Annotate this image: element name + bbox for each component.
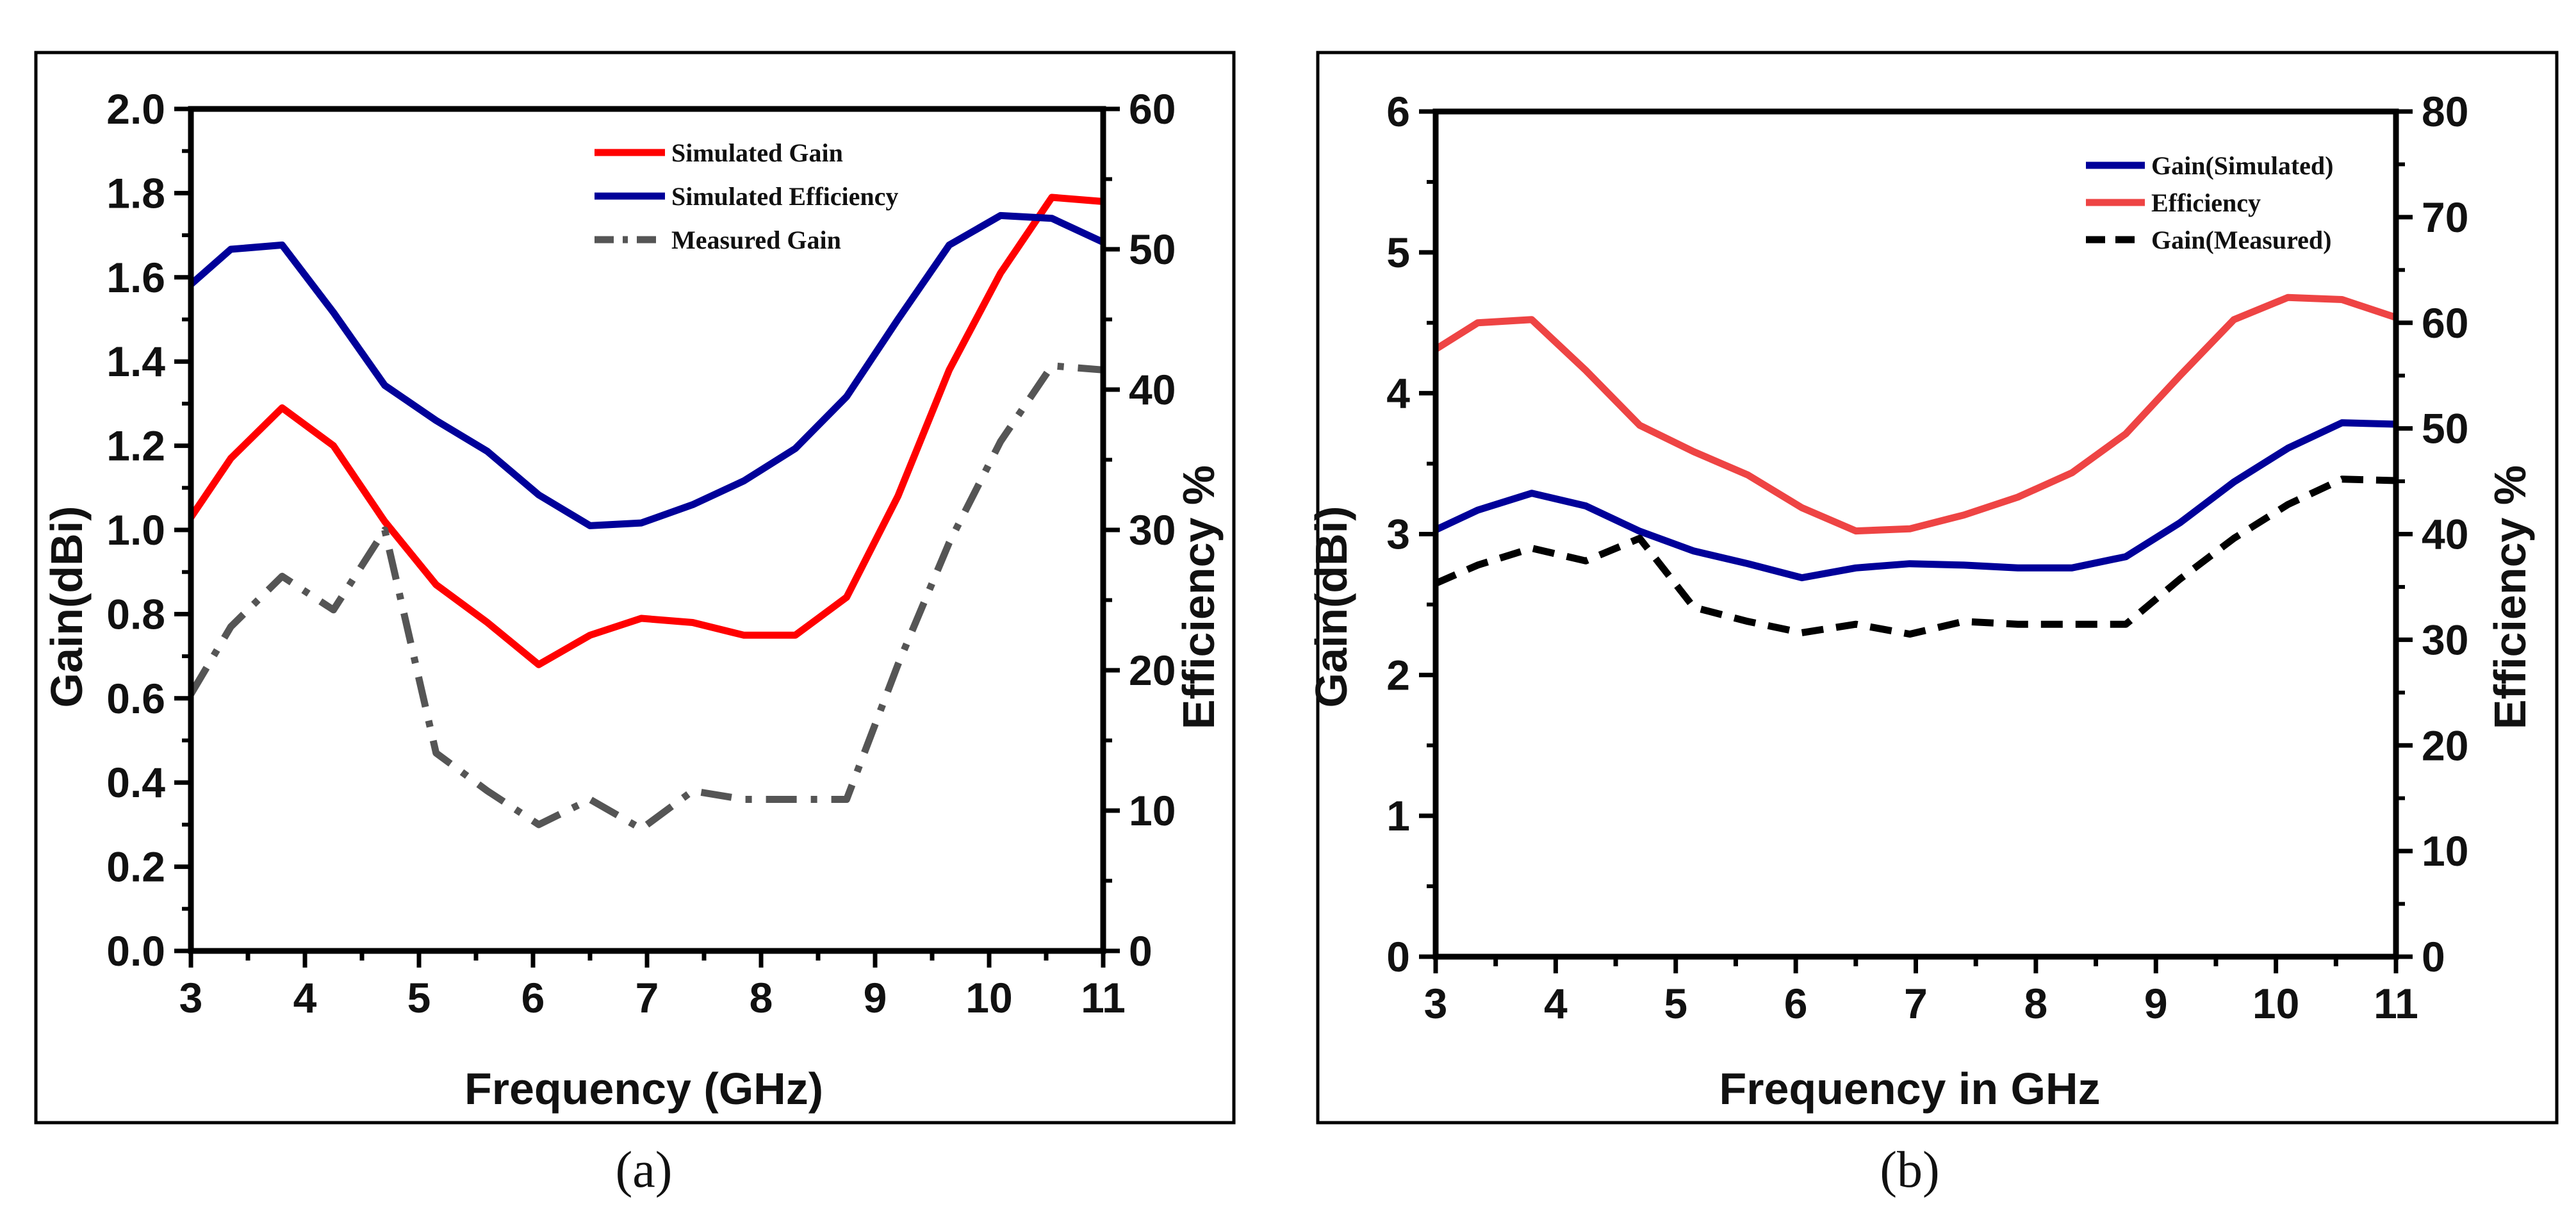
panel-b-y-tick-label: 1: [1386, 792, 1410, 839]
panel-b-y-tick-label: 3: [1386, 511, 1410, 558]
panel-a-y2-tick-label: 0: [1129, 927, 1153, 975]
panel-b-x-tick-label: 11: [2374, 980, 2418, 1027]
panel-b-y-tick-label: 5: [1386, 229, 1410, 276]
panel-a-y2label: Efficiency %: [1174, 465, 1224, 729]
panel-a-legend: Simulated Gain Simulated Efficiency Measur…: [595, 138, 898, 254]
panel-a-x-tick-label: 8: [750, 974, 773, 1021]
panel-b: 3 4 5 6 7 8 9 10 11012345601020304050607080Gain(…: [1306, 51, 2559, 1198]
panel-a-y2-tick-label: 60: [1129, 85, 1176, 133]
panel-b-y2label: Efficiency %: [2485, 465, 2535, 729]
panel-a-xlabel: Frequency (GHz): [464, 1064, 823, 1114]
panel-a-y-tick-label: 1.2: [106, 422, 165, 470]
panel-a-y-tick-label: 1.4: [106, 338, 165, 385]
panel-a-y-tick-label: 1.8: [106, 169, 165, 217]
panel-b-xlabel: Frequency in GHz: [1719, 1064, 2100, 1114]
panel-b-x-tick-label: 9: [2144, 980, 2168, 1027]
panel-b-x-tick-label: 3: [1424, 980, 1448, 1027]
panel-b-x-tick-label: 8: [2024, 980, 2048, 1027]
panel-b-series-efficiency: [1434, 293, 2397, 535]
panel-a-caption: (a): [616, 1142, 673, 1198]
panel-a-legend-label: Simulated Gain: [671, 138, 843, 167]
panel-a-x-tick-label: 3: [179, 974, 203, 1021]
panel-b-y2-tick-label: 70: [2422, 194, 2468, 241]
panel-a-series-measured-gain: [188, 362, 1104, 832]
panel-a-x-tick-label: 9: [864, 974, 887, 1021]
panel-b-x-tick-label: 10: [2252, 980, 2299, 1027]
panel-b-x-tick-label: 5: [1664, 980, 1687, 1027]
panel-a-y-tick-label: 0.4: [106, 759, 165, 806]
panel-a-y2-tick-label: 30: [1129, 506, 1176, 554]
panel-a-y-tick-label: 1.6: [106, 254, 165, 301]
panel-a-legend-label: Measured Gain: [671, 226, 841, 254]
panel-b-legend-label: Efficiency: [2151, 188, 2261, 217]
panel-a-y-tick-label: 0.6: [106, 675, 165, 722]
plot-a-area: 3 4 5 6 7 8 9 10 11 0.0 0.2 0.4 0.6 0.8 1.0 1.2 1.4 1.6 1.…: [106, 85, 1176, 1021]
panel-a-y2-tick-label: 20: [1129, 647, 1176, 694]
panel-a-y-tick-label: 2.0: [106, 85, 165, 133]
panel-b-y2-tick-label: 60: [2422, 299, 2468, 347]
panel-b-x-tick-label: 4: [1544, 980, 1568, 1027]
panel-b-y2-tick-label: 20: [2422, 722, 2468, 769]
panel-b-frame: [1316, 51, 2559, 1125]
panel-b-x-tick-label: 6: [1784, 980, 1808, 1027]
panel-b-y2-tick-label: 50: [2422, 405, 2468, 452]
panel-b-caption: (b): [1880, 1142, 1939, 1198]
panel-b-y2-tick-label: 80: [2422, 88, 2468, 135]
panel-a-x-tick-label: 7: [636, 974, 659, 1021]
plot-b-area: 3 4 5 6 7 8 9 10 11012345601020304050607080Gain(…: [1386, 88, 2468, 1027]
panel-b-y-tick-label: 2: [1386, 651, 1410, 698]
panel-a-x-tick-label: 10: [965, 974, 1012, 1021]
panel-b-legend-label: Gain(Measured): [2151, 226, 2331, 254]
panel-a-x-tick-label: 6: [521, 974, 545, 1021]
panel-a-series-simulated-efficiency: [188, 211, 1105, 529]
panel-a-ylabel: Gain(dBi): [42, 506, 92, 708]
panel-b-ylabel: Gain(dBi): [1306, 506, 1356, 708]
panel-b-legend: Gain(Simulated) Efficiency Gain(Measured): [2086, 151, 2333, 254]
panel-a-x-tick-label: 5: [407, 974, 431, 1021]
panel-a-y-tick-label: 0.8: [106, 590, 165, 638]
panel-b-series-gain-simulated: [1434, 419, 2397, 582]
panel-a-y2-tick-label: 50: [1129, 226, 1176, 273]
panel-b-y-tick-label: 4: [1386, 370, 1410, 417]
panel-b-y2-tick-label: 10: [2422, 827, 2468, 875]
panel-b-y-tick-label: 6: [1386, 88, 1410, 135]
panel-a-series-simulated-gain: [188, 194, 1104, 668]
panel-a-x-tick-label: 4: [293, 974, 317, 1021]
panel-b-y2-tick-label: 30: [2422, 616, 2468, 663]
panel-b-y-tick-label: 0: [1386, 933, 1410, 980]
panel-a-x-tick-label: 11: [1081, 974, 1126, 1021]
panel-a-frame: [34, 51, 1236, 1125]
panel-a-y2-tick-label: 10: [1129, 787, 1176, 834]
panel-a: 3 4 5 6 7 8 9 10 11 0.0 0.2 0.4 0.6 0.8 1.0 1.2 1.4 1.6 1.…: [34, 51, 1236, 1198]
panel-a-y-tick-label: 0.0: [106, 927, 165, 975]
panel-b-y2-tick-label: 40: [2422, 511, 2468, 558]
panel-b-y2-tick-label: 0: [2422, 933, 2445, 980]
panel-b-legend-label: Gain(Simulated): [2151, 151, 2333, 180]
panel-b-x-tick-label: 7: [1904, 980, 1928, 1027]
panel-b-series-gain-measured: [1434, 475, 2397, 638]
panel-a-y2-tick-label: 40: [1129, 366, 1176, 413]
panel-a-y-tick-label: 0.2: [106, 843, 165, 891]
panel-a-legend-label: Simulated Efficiency: [671, 182, 898, 211]
panel-a-y-tick-label: 1.0: [106, 506, 165, 554]
